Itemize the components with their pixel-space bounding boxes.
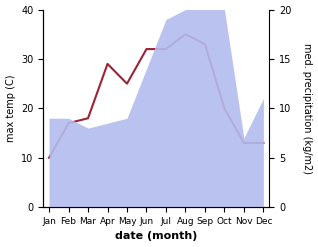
- Y-axis label: max temp (C): max temp (C): [5, 75, 16, 142]
- Y-axis label: med. precipitation (kg/m2): med. precipitation (kg/m2): [302, 43, 313, 174]
- X-axis label: date (month): date (month): [115, 231, 197, 242]
